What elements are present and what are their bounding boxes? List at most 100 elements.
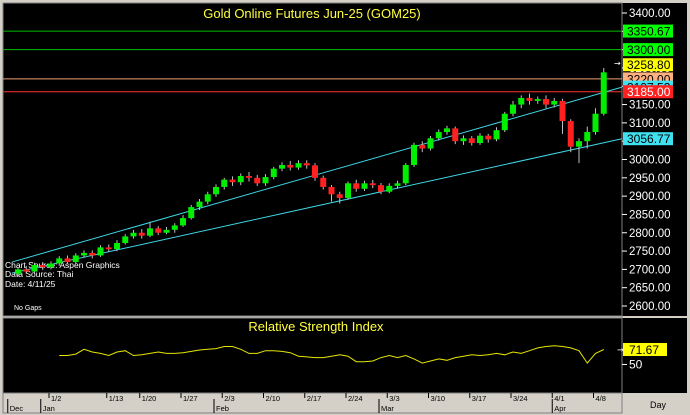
info-date: Date: 4/11/25 bbox=[5, 279, 56, 289]
candle-body bbox=[477, 135, 483, 144]
candle-body bbox=[147, 228, 153, 236]
candle-body bbox=[262, 177, 269, 184]
y-tick-label: 2750.00 bbox=[629, 246, 671, 258]
candle-body bbox=[559, 100, 566, 122]
candle-body bbox=[48, 263, 54, 268]
rsi-line bbox=[59, 345, 605, 364]
x-date-label: 3/3 bbox=[389, 394, 399, 403]
y-tick-label: 2950.00 bbox=[629, 173, 671, 185]
info-data: Data Source: Thai bbox=[5, 269, 73, 279]
candle-body bbox=[246, 175, 252, 178]
x-date-label: 3/17 bbox=[472, 394, 487, 403]
candle-body bbox=[105, 247, 112, 250]
y-tick-label: 2700.00 bbox=[629, 264, 671, 276]
rsi-pane bbox=[2, 317, 623, 394]
candle-body bbox=[394, 183, 401, 186]
candle-body bbox=[64, 258, 71, 263]
candle-body bbox=[56, 258, 63, 264]
price-tag-label: 3300.00 bbox=[627, 43, 671, 57]
candle-body bbox=[270, 168, 277, 178]
candle-body bbox=[196, 201, 203, 208]
candle-body bbox=[213, 186, 219, 195]
candles bbox=[15, 67, 607, 276]
rsi-title: Relative Strength Index bbox=[248, 319, 384, 334]
candle-body bbox=[81, 252, 87, 256]
candle-body bbox=[155, 228, 162, 233]
y-tick-label: 3000.00 bbox=[629, 155, 671, 167]
candle-body bbox=[39, 264, 46, 268]
price-tag bbox=[623, 24, 673, 38]
x-date-label: 2/17 bbox=[307, 394, 322, 403]
price-tags: 3350.673300.003258.803220.003197.523185.… bbox=[623, 24, 673, 146]
y-tick-label: 3400.00 bbox=[629, 8, 671, 20]
candle-body bbox=[15, 269, 21, 274]
candle-body bbox=[204, 194, 211, 202]
candle-body bbox=[551, 100, 558, 105]
price-tag bbox=[623, 85, 673, 99]
rsi-value-tag bbox=[623, 343, 667, 357]
x-date-label: 1/13 bbox=[109, 394, 124, 403]
candle-body bbox=[435, 132, 442, 139]
candle-body bbox=[287, 164, 294, 168]
candle-body bbox=[312, 165, 318, 178]
candle-body bbox=[279, 164, 285, 169]
y-tick-label: 2800.00 bbox=[629, 228, 671, 240]
candle-body bbox=[444, 128, 450, 133]
candle-body bbox=[130, 232, 137, 237]
candle-body bbox=[353, 183, 360, 189]
info-gaps: No Gaps bbox=[14, 305, 42, 312]
info-source: Chart Source: Aspen Graphics bbox=[5, 260, 120, 270]
candle-body bbox=[419, 144, 426, 149]
x-date-label: 4/8 bbox=[596, 394, 606, 403]
x-month-label: Jan bbox=[43, 404, 55, 413]
candle-body bbox=[89, 252, 96, 256]
price-tag-label: 3350.67 bbox=[627, 25, 671, 39]
candle-body bbox=[254, 177, 261, 184]
candle-body bbox=[369, 183, 376, 186]
x-date-label: 2/10 bbox=[266, 394, 281, 403]
candle-body bbox=[114, 243, 120, 250]
candle-body bbox=[328, 186, 335, 195]
candle-body bbox=[485, 135, 492, 140]
price-tag bbox=[623, 58, 673, 72]
candle-body bbox=[543, 99, 549, 105]
x-date-label: 2/24 bbox=[348, 394, 363, 403]
candle-body bbox=[122, 236, 129, 244]
candle-body bbox=[493, 130, 500, 140]
candle-body bbox=[584, 132, 591, 142]
rsi-arrow: → bbox=[617, 346, 624, 355]
candle-body bbox=[72, 255, 79, 263]
y-tick-label: 3100.00 bbox=[629, 118, 671, 130]
candle-body bbox=[221, 179, 228, 187]
candle-body bbox=[180, 218, 186, 226]
candle-body bbox=[345, 183, 351, 198]
x-date-label: 1/27 bbox=[183, 394, 198, 403]
candle-body bbox=[188, 207, 195, 219]
candle-body bbox=[567, 121, 574, 147]
candle-body bbox=[171, 225, 178, 230]
candle-body bbox=[510, 104, 516, 114]
x-date-label: 1/2 bbox=[51, 394, 61, 403]
last-price-arrow: → bbox=[614, 59, 621, 68]
x-date-label: 4/1 bbox=[554, 394, 564, 403]
candle-body bbox=[303, 163, 310, 166]
candle-body bbox=[526, 97, 533, 101]
rsi-value-label: 71.67 bbox=[629, 343, 659, 357]
candle-body bbox=[411, 144, 417, 165]
candle-body bbox=[460, 138, 467, 142]
x-month-label: Dec bbox=[10, 404, 24, 413]
candle-body bbox=[402, 164, 409, 184]
candle-body bbox=[378, 185, 384, 192]
x-date-label: 3/24 bbox=[513, 394, 528, 403]
x-date-label: 1/20 bbox=[142, 394, 157, 403]
price-tag bbox=[623, 132, 673, 146]
candle-body bbox=[320, 177, 327, 187]
candle-body bbox=[534, 99, 541, 101]
candle-body bbox=[138, 232, 145, 236]
candle-body bbox=[592, 113, 599, 133]
y-tick-label: 2900.00 bbox=[629, 191, 671, 203]
channel-lower bbox=[11, 138, 623, 274]
candle-body bbox=[361, 183, 368, 189]
candle-body bbox=[501, 113, 508, 131]
